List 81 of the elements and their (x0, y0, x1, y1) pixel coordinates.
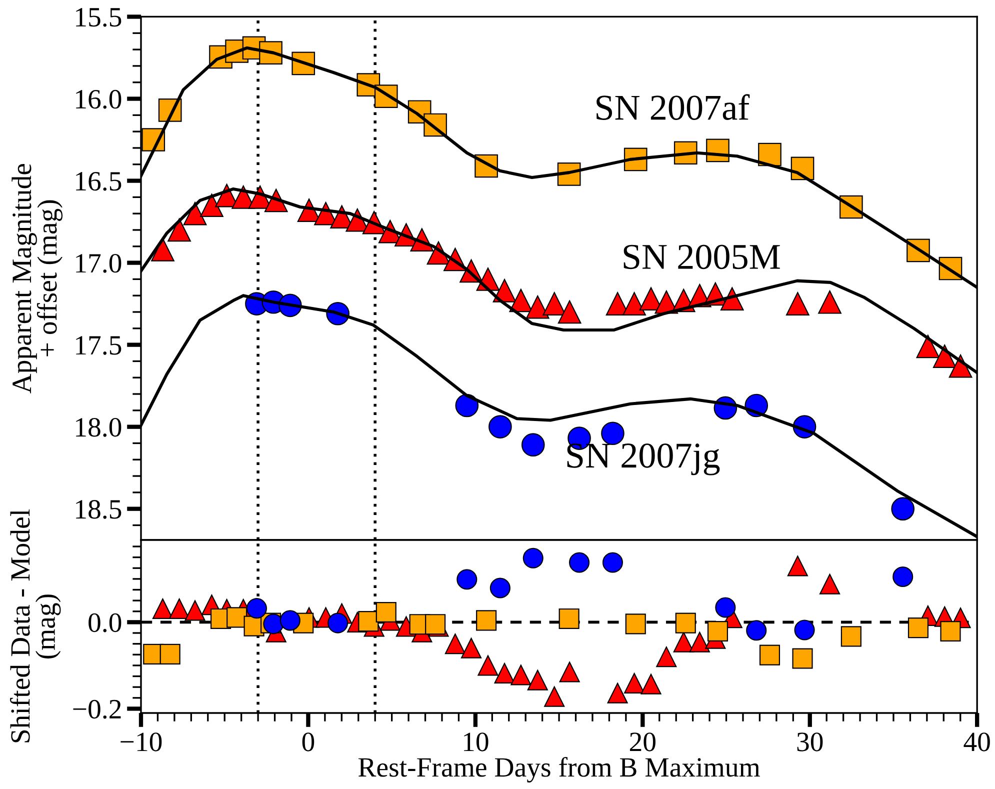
point (328, 612, 348, 634)
point (160, 644, 180, 664)
point (522, 548, 544, 568)
point (602, 552, 623, 573)
y-axis-title: Apparent Magnitude + offset (mag) (12, 164, 63, 394)
point (559, 662, 580, 682)
point (280, 610, 300, 631)
point (444, 634, 466, 654)
y-tick-label: 0.0 (88, 613, 122, 632)
point (625, 614, 646, 634)
point (544, 686, 565, 707)
point (786, 292, 810, 316)
point (569, 552, 590, 573)
point (759, 644, 780, 666)
point (168, 218, 191, 242)
point (622, 292, 646, 316)
point (792, 648, 813, 669)
point (601, 422, 624, 446)
point (521, 433, 545, 457)
point (151, 238, 174, 262)
point (940, 620, 961, 642)
x-tick-label: −10 (120, 732, 162, 752)
y-tick-label: 15.5 (76, 8, 122, 27)
point (226, 607, 248, 628)
y-tick-label: 17.5 (76, 336, 122, 355)
y-tick-label: 18.0 (76, 418, 122, 437)
point (478, 655, 498, 676)
y-tick-label: 16.0 (76, 90, 122, 109)
point (527, 670, 548, 690)
point (675, 612, 696, 634)
x-tick-label: 0 (302, 732, 314, 752)
point (494, 662, 515, 684)
point (794, 620, 815, 640)
point (787, 556, 808, 576)
point (558, 608, 580, 629)
point (758, 142, 782, 166)
point (715, 597, 736, 618)
y-tick-label: 16.5 (76, 172, 122, 191)
point (916, 334, 940, 358)
point (558, 300, 582, 324)
point (460, 638, 482, 658)
point (476, 610, 497, 631)
x-axis-title: Rest-Frame Days from B Maximum (358, 756, 760, 783)
point (184, 600, 206, 621)
point (640, 674, 662, 694)
point (183, 202, 207, 226)
point (891, 497, 915, 520)
x-tick-label: 20 (630, 732, 656, 752)
point (200, 194, 224, 218)
y-tick-label: 18.5 (76, 500, 122, 519)
point (456, 569, 478, 590)
point (455, 394, 479, 418)
annotation: SN 2007jg (567, 443, 720, 476)
point (510, 664, 532, 686)
y-tick-label: −0.2 (73, 700, 121, 719)
point (246, 598, 267, 619)
point (840, 626, 862, 647)
point (818, 290, 842, 314)
x-tick-label: 30 (797, 732, 823, 752)
point (689, 632, 710, 652)
x-tick-label: 40 (964, 732, 990, 752)
point (908, 618, 929, 638)
point (656, 646, 677, 668)
point (673, 632, 694, 652)
point (488, 415, 512, 438)
y-axis-title: Shifted Data - Model (mag) (10, 509, 61, 742)
point (376, 602, 396, 623)
point (932, 344, 956, 368)
annotation: SN 2005M (624, 244, 780, 270)
point (490, 578, 510, 598)
point (746, 620, 767, 641)
point (358, 611, 379, 632)
y-tick-label: 17.0 (76, 254, 122, 273)
annotation: SN 2007af (596, 94, 750, 120)
point (707, 620, 728, 642)
point (892, 566, 914, 588)
point (624, 672, 645, 694)
x-tick-label: 10 (464, 732, 488, 752)
point (607, 682, 628, 704)
point (819, 574, 840, 594)
point (526, 295, 550, 319)
